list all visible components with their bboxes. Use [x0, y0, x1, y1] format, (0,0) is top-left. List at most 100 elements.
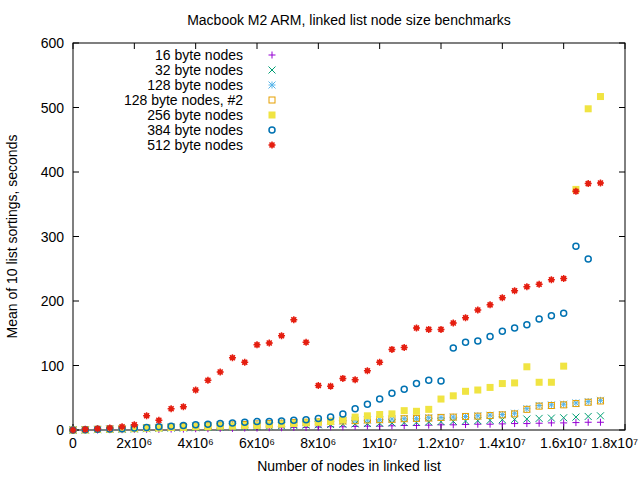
marker-shape: [523, 416, 530, 423]
data-point: [389, 390, 395, 396]
data-point: [474, 412, 481, 419]
marker-shape: [94, 425, 101, 432]
data-point: [168, 424, 174, 430]
marker-shape: [499, 412, 505, 418]
data-point: [70, 427, 77, 434]
marker-shape: [573, 243, 579, 249]
marker-shape: [500, 295, 505, 300]
data-point: [70, 427, 77, 434]
marker-shape: [266, 339, 273, 346]
data-point: [413, 381, 419, 387]
data-point: [241, 359, 248, 366]
marker-shape: [242, 419, 248, 425]
marker-shape: [352, 414, 359, 421]
data-point: [364, 367, 371, 374]
marker-shape: [279, 333, 284, 338]
data-point: [401, 386, 407, 392]
data-point: [328, 414, 334, 420]
legend-marker: [269, 127, 275, 133]
legend-marker: [269, 97, 275, 103]
data-point: [401, 416, 407, 422]
marker-shape: [487, 412, 493, 418]
data-point: [278, 332, 285, 339]
marker-shape: [94, 426, 101, 433]
data-point: [229, 354, 236, 361]
marker-shape: [267, 340, 272, 345]
data-point: [290, 316, 297, 323]
data-point: [131, 421, 138, 428]
marker-shape: [512, 288, 517, 293]
data-point: [242, 419, 248, 425]
marker-shape: [401, 386, 407, 392]
legend: 16 byte nodes32 byte nodes128 byte nodes…: [124, 47, 276, 153]
data-point: [426, 415, 432, 421]
marker-shape: [82, 427, 88, 433]
legend-label: 512 byte nodes: [147, 137, 243, 153]
x-tick-label: 1.2x10⁷: [417, 435, 464, 451]
marker-shape: [536, 415, 543, 422]
data-point: [523, 416, 530, 423]
marker-shape: [523, 283, 530, 290]
plot-frame: [73, 43, 625, 430]
x-tick-label: 1.8x10⁷: [591, 435, 638, 451]
data-point: [597, 412, 604, 419]
marker-shape: [425, 414, 432, 421]
marker-shape: [377, 360, 382, 365]
marker-shape: [254, 419, 260, 425]
x-tick-label: 1x10⁷: [362, 435, 397, 451]
data-point: [438, 414, 445, 421]
marker-shape: [269, 97, 275, 103]
x-tick: [379, 43, 380, 49]
marker-shape: [94, 426, 101, 433]
marker-shape: [512, 411, 518, 417]
marker-shape: [561, 402, 567, 408]
data-point: [352, 406, 358, 412]
marker-shape: [155, 417, 162, 424]
data-point: [82, 427, 89, 434]
data-point: [561, 310, 567, 316]
marker-shape: [474, 421, 481, 428]
marker-shape: [180, 422, 186, 428]
data-point: [561, 402, 567, 408]
data-point: [560, 363, 567, 370]
marker-shape: [401, 407, 408, 414]
data-point: [511, 420, 518, 427]
marker-shape: [572, 188, 579, 195]
marker-shape: [217, 421, 223, 427]
marker-shape: [536, 281, 543, 288]
marker-shape: [364, 412, 371, 419]
data-point: [168, 405, 175, 412]
x-tick: [441, 43, 442, 49]
marker-shape: [463, 339, 469, 345]
marker-shape: [352, 406, 358, 412]
data-point: [315, 382, 322, 389]
data-point: [512, 325, 518, 331]
marker-shape: [269, 112, 276, 119]
marker-shape: [536, 316, 542, 322]
y-tick: [73, 365, 79, 366]
marker-shape: [156, 424, 162, 430]
marker-shape: [82, 427, 88, 433]
marker-shape: [278, 332, 285, 339]
marker-shape: [426, 377, 432, 383]
marker-shape: [401, 344, 408, 351]
data-point: [572, 399, 579, 406]
marker-shape: [548, 313, 554, 319]
marker-shape: [192, 423, 199, 430]
marker-shape: [536, 379, 543, 386]
marker-shape: [425, 326, 432, 333]
data-point: [511, 410, 518, 417]
data-point: [511, 287, 518, 294]
background: [0, 0, 640, 480]
data-point: [475, 413, 481, 419]
y-tick: [73, 301, 79, 302]
data-point: [524, 322, 530, 328]
data-point: [339, 375, 346, 382]
data-point: [229, 420, 235, 426]
data-point: [388, 410, 395, 417]
marker-shape: [573, 401, 579, 407]
marker-shape: [107, 426, 112, 431]
marker-shape: [560, 401, 567, 408]
data-point: [266, 419, 272, 425]
marker-shape: [499, 380, 506, 387]
